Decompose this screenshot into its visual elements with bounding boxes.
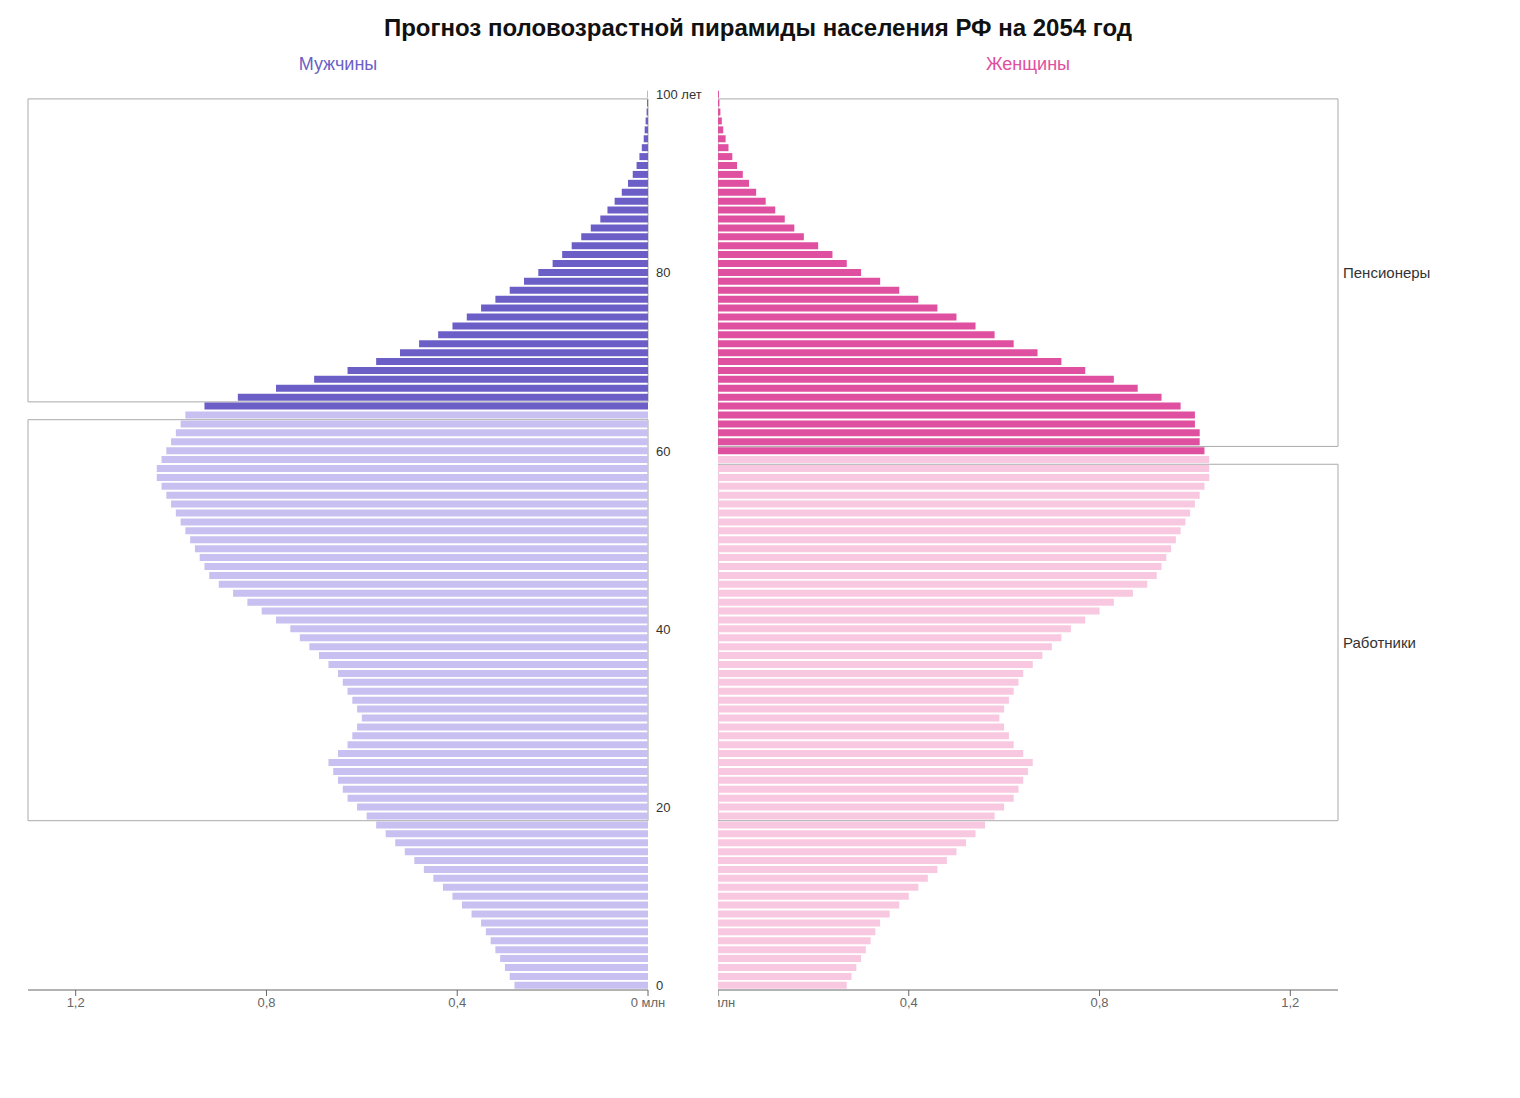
svg-text:0: 0	[656, 978, 663, 993]
svg-text:100 лет: 100 лет	[656, 87, 702, 102]
svg-text:60: 60	[656, 444, 670, 459]
svg-text:0,8: 0,8	[257, 995, 275, 1010]
svg-text:0 млн: 0 млн	[718, 995, 735, 1010]
svg-text:1,2: 1,2	[1281, 995, 1299, 1010]
svg-text:0 млн: 0 млн	[631, 995, 666, 1010]
svg-text:0,8: 0,8	[1090, 995, 1108, 1010]
svg-text:40: 40	[656, 622, 670, 637]
html-text:Мужчины: Мужчины	[298, 54, 378, 74]
svg-text:0,4: 0,4	[900, 995, 918, 1010]
svg-text:1,2: 1,2	[67, 995, 85, 1010]
html-text:Женщины: Женщины	[986, 54, 1070, 74]
svg-text:Пенсионеры: Пенсионеры	[1343, 264, 1430, 281]
svg-text:80: 80	[656, 265, 670, 280]
svg-text:0,4: 0,4	[448, 995, 466, 1010]
svg-text:20: 20	[656, 800, 670, 815]
html-text:Прогноз половозрастной пирамид: Прогноз половозрастной пирамиды населени…	[383, 14, 1133, 41]
svg-text:Работники: Работники	[1343, 634, 1416, 651]
